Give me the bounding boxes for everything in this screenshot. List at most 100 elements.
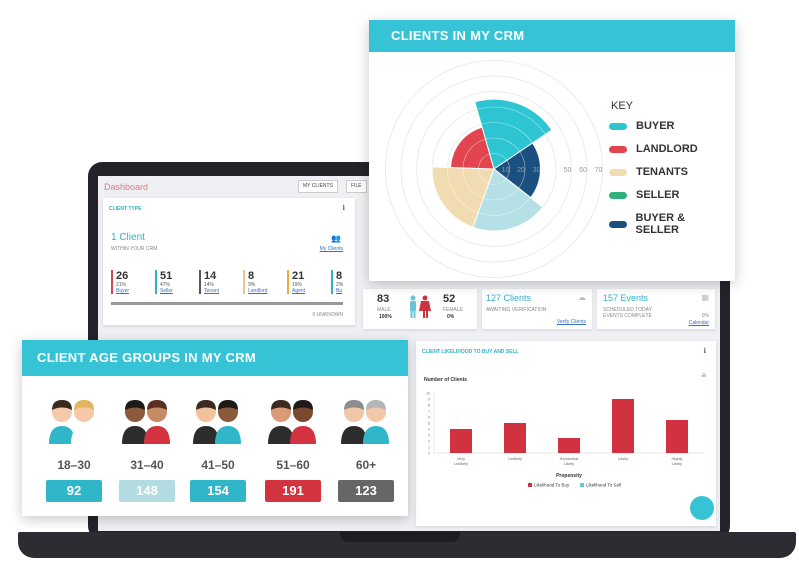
verify-clients-link[interactable]: Verify Clients	[556, 319, 586, 325]
y-tick-label: 3	[428, 434, 430, 438]
avatar-hair	[52, 400, 72, 410]
page-title: Dashboard	[104, 182, 149, 192]
events-pct: 0%	[701, 313, 709, 319]
stat-link[interactable]: Agent	[292, 288, 306, 294]
events-sub-complete: EVENTS COMPLETE	[603, 313, 652, 319]
laptop-notch	[340, 532, 460, 542]
x-tick-label: Likely	[564, 461, 574, 466]
users-icon: 👥	[331, 234, 341, 243]
age-groups-card: CLIENT AGE GROUPS IN MY CRM 18–30 92 31–40…	[22, 340, 408, 516]
y-tick-label: 8	[428, 404, 430, 408]
stat-link[interactable]: Buyer	[116, 288, 130, 294]
age-group-value: 92	[46, 480, 102, 502]
female-count: 52	[443, 293, 456, 305]
calendar-link[interactable]: Calendar	[688, 320, 709, 326]
polar-tick-label: 30	[533, 167, 541, 174]
client-type-stat: 8 2% Bu	[331, 270, 343, 294]
polar-grid-overlay	[447, 122, 541, 216]
tab-file[interactable]: FILE	[346, 180, 367, 193]
stat-link[interactable]: Landlord	[248, 288, 268, 294]
legend-item: LANDLORD	[609, 143, 698, 155]
legend-label: Likelihood To Sell	[586, 483, 621, 488]
legend-swatch	[609, 220, 627, 228]
age-group-label: 60+	[355, 458, 377, 472]
polar-tick-label: 70	[595, 167, 603, 174]
polar-grid-overlay	[385, 60, 603, 278]
x-tick-label: Very	[457, 456, 465, 461]
x-tick-label: Likely	[618, 456, 628, 461]
client-type-stat: 8 9% Landlord	[243, 270, 267, 294]
bar-likelihood-to-buy	[666, 420, 688, 453]
stat-count: 21	[292, 270, 305, 282]
male-label: MALE	[377, 307, 391, 313]
age-group-label: 41–50	[201, 458, 235, 472]
clients-crm-header: CLIENTS IN MY CRM	[369, 20, 735, 52]
male-count: 83	[377, 293, 390, 305]
tab-my-clients[interactable]: MY CLIENTS	[298, 180, 338, 193]
female-label: FEMALE	[443, 307, 464, 313]
calendar-icon: ▦	[701, 293, 709, 302]
stat-link[interactable]: Seller	[160, 288, 173, 294]
stat-count: 14	[204, 270, 217, 282]
y-tick-label: 5	[428, 422, 430, 426]
events-card: 157 Events ▦ SCHEDULED TODAY EVENTS COMP…	[597, 289, 715, 329]
events-sub-scheduled: SCHEDULED TODAY	[603, 307, 652, 313]
couple-avatar-icon	[49, 400, 97, 444]
stat-percent: 47%	[160, 282, 171, 288]
avatar-body	[268, 426, 294, 444]
avatar-hair	[125, 400, 145, 410]
gender-card: 83 MALE 100% 52 FEMALE 0%	[363, 289, 477, 329]
y-tick-label: 0	[428, 452, 430, 456]
chart-menu-icon[interactable]: ≡	[701, 371, 706, 380]
avatar-body	[215, 426, 241, 444]
y-tick-label: 9	[428, 398, 430, 402]
client-type-card: CLIENT TYPE ℹ 1 Client WITHIN YOUR CRM 👥…	[103, 198, 355, 325]
avatar-hair	[293, 400, 313, 410]
info-icon[interactable]: ℹ	[703, 348, 706, 355]
polar-tick-label: 10	[502, 167, 510, 174]
stat-count: 8	[248, 270, 255, 282]
polar-tick-label: 20	[517, 167, 525, 174]
verify-clients-title: 127 Clients	[486, 293, 532, 303]
clients-polar-chart: 10 20 30 50 60 70	[385, 60, 603, 278]
stat-count: 8	[336, 270, 343, 282]
my-clients-link[interactable]: My Clients	[319, 246, 343, 252]
chart-title: Number of Clients	[424, 377, 468, 383]
avatar-body	[122, 426, 148, 444]
legend-label: TENANTS	[636, 166, 688, 178]
likelihood-card: CLIENT LIKELIHOOD TO BUY AND SELL ℹ ≡ Nu…	[416, 341, 716, 526]
y-tick-label: 1	[428, 446, 430, 450]
avatar-hair	[147, 400, 167, 410]
chat-button[interactable]	[690, 496, 714, 520]
info-icon[interactable]: ℹ	[342, 205, 345, 212]
polar-grid-overlay	[431, 106, 557, 232]
stat-link[interactable]: Tenant	[204, 288, 220, 294]
legend-label: Likelihood To Buy	[534, 483, 570, 488]
y-tick-label: 4	[428, 428, 430, 432]
bar-likelihood-to-buy	[450, 429, 472, 453]
stat-percent: 2%	[336, 282, 344, 288]
likelihood-header: CLIENT LIKELIHOOD TO BUY AND SELL	[422, 349, 519, 355]
stat-link[interactable]: Bu	[336, 288, 343, 294]
legend-swatch	[609, 145, 627, 153]
legend-label: BUYER	[636, 120, 675, 132]
x-tick-label: Somewhat	[560, 456, 580, 461]
stat-percent: 21%	[116, 282, 127, 288]
polar-grid-overlay	[416, 91, 572, 247]
bar-likelihood-to-buy	[558, 438, 580, 453]
age-group-label: 18–30	[57, 458, 91, 472]
age-group-value: 123	[338, 480, 394, 502]
age-group-label: 31–40	[130, 458, 164, 472]
y-tick-label: 7	[428, 410, 430, 414]
avatar-body	[193, 426, 219, 444]
avatar-body	[49, 426, 75, 444]
client-type-stat: 21 19% Agent	[287, 270, 305, 294]
polar-slice-landlord	[450, 126, 495, 170]
age-groups-header: CLIENT AGE GROUPS IN MY CRM	[22, 340, 408, 376]
polar-legend: BUYER LANDLORD TENANTS SELLER BUYER & SELLER	[609, 120, 729, 240]
avatar-hair	[271, 400, 291, 410]
legend-item: BUYER	[609, 120, 675, 132]
client-type-stat: 14 14% Tenant	[199, 270, 219, 294]
key-title: KEY	[611, 100, 634, 112]
